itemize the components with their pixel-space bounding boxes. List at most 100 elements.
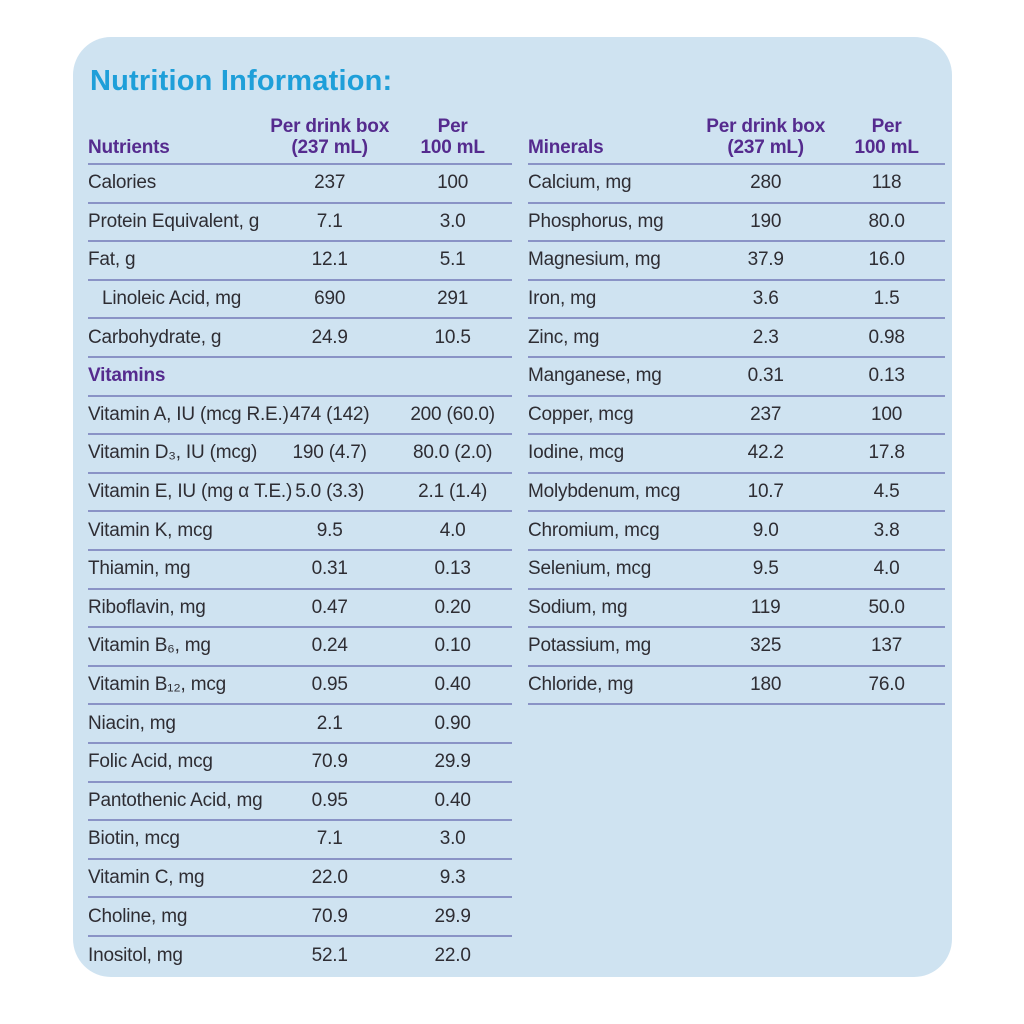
value-per-100ml: 5.1 bbox=[439, 249, 466, 271]
nutrient-label: Linoleic Acid, mg bbox=[102, 288, 242, 310]
value-per-box: 690 bbox=[314, 288, 346, 310]
page-title: Nutrition Information: bbox=[90, 65, 393, 97]
value-per-box: 12.1 bbox=[311, 249, 348, 271]
value-per-box: 7.1 bbox=[316, 828, 343, 850]
nutrient-label: Protein Equivalent, g bbox=[88, 210, 260, 232]
table-row: Manganese, mg 0.31 0.13 bbox=[528, 358, 945, 397]
value-per-100ml: 2.1 (1.4) bbox=[418, 481, 488, 503]
nutrient-label: Vitamin K, mcg bbox=[88, 519, 213, 541]
value-per-box: 22.0 bbox=[311, 866, 348, 888]
table-row: Vitamin E, IU (mg α T.E.) 5.0 (3.3) 2.1 (1… bbox=[88, 474, 512, 513]
nutrient-label: Folic Acid, mcg bbox=[88, 751, 213, 773]
nutrient-label: Biotin, mcg bbox=[88, 828, 180, 850]
table-row: Choline, mg 70.9 29.9 bbox=[88, 898, 512, 937]
section-row: Vitamins bbox=[88, 358, 512, 397]
value-per-100ml: 50.0 bbox=[868, 596, 905, 618]
value-per-100ml: 4.0 bbox=[873, 558, 900, 580]
nutrient-label: Vitamin B₁₂, mcg bbox=[88, 674, 227, 696]
value-per-100ml: 0.13 bbox=[434, 558, 471, 580]
nutrient-label: Vitamin B₆, mg bbox=[88, 635, 211, 657]
nutrients-column-title: Nutrients bbox=[88, 137, 170, 158]
value-per-box: 0.47 bbox=[311, 596, 348, 618]
nutrient-label: Chloride, mg bbox=[528, 674, 634, 696]
value-per-100ml: 29.9 bbox=[434, 905, 471, 927]
table-row: Copper, mcg 237 100 bbox=[528, 397, 945, 436]
value-per-box: 9.0 bbox=[752, 519, 779, 541]
table-row: Iron, mg 3.6 1.5 bbox=[528, 281, 945, 320]
value-per-100ml: 1.5 bbox=[873, 288, 900, 310]
nutrient-label: Vitamin C, mg bbox=[88, 866, 205, 888]
value-per-100ml: 22.0 bbox=[434, 945, 471, 967]
section-title: Vitamins bbox=[88, 365, 166, 387]
value-per-box: 119 bbox=[750, 596, 781, 618]
nutrient-label: Vitamin E, IU (mg α T.E.) bbox=[88, 481, 293, 503]
nutrient-label: Copper, mcg bbox=[528, 403, 634, 425]
table-row: Chromium, mcg 9.0 3.8 bbox=[528, 512, 945, 551]
value-per-box: 5.0 (3.3) bbox=[295, 481, 365, 503]
value-per-box: 9.5 bbox=[752, 558, 779, 580]
value-per-100ml: 0.40 bbox=[434, 789, 471, 811]
minerals-column-title: Minerals bbox=[528, 137, 604, 158]
nutrient-label: Niacin, mg bbox=[88, 712, 176, 734]
value-per-100ml: 80.0 bbox=[868, 210, 905, 232]
table-row: Niacin, mg 2.1 0.90 bbox=[88, 705, 512, 744]
table-row: Folic Acid, mcg 70.9 29.9 bbox=[88, 744, 512, 783]
per-drink-box-column-title: Per drink box (237 mL) bbox=[270, 116, 390, 158]
table-row: Vitamin A, IU (mcg R.E.) 474 (142) 200 (60… bbox=[88, 397, 512, 436]
nutrient-label: Magnesium, mg bbox=[528, 249, 661, 271]
nutrients-table: Nutrients Per drink box (237 mL) Per 100 mL C… bbox=[88, 111, 512, 975]
table-row: Calories 237 100 bbox=[88, 165, 512, 204]
value-per-100ml: 3.0 bbox=[439, 210, 466, 232]
value-per-100ml: 200 (60.0) bbox=[410, 403, 495, 425]
nutrient-label: Manganese, mg bbox=[528, 365, 662, 387]
table-row: Phosphorus, mg 190 80.0 bbox=[528, 204, 945, 243]
minerals-header-row: Minerals Per drink box (237 mL) Per 100 mL bbox=[528, 111, 945, 165]
value-per-box: 7.1 bbox=[316, 210, 343, 232]
nutrient-label: Carbohydrate, g bbox=[88, 326, 222, 348]
nutrient-label: Selenium, mcg bbox=[528, 558, 652, 580]
value-per-100ml: 0.90 bbox=[434, 712, 471, 734]
value-per-box: 3.6 bbox=[752, 288, 779, 310]
value-per-100ml: 3.8 bbox=[873, 519, 900, 541]
value-per-box: 10.7 bbox=[747, 481, 784, 503]
nutrient-label: Fat, g bbox=[88, 249, 136, 271]
nutrition-card: Nutrition Information: Nutrients Per drin… bbox=[73, 37, 952, 977]
value-per-box: 52.1 bbox=[311, 945, 348, 967]
value-per-box: 180 bbox=[750, 674, 782, 696]
nutrient-label: Chromium, mcg bbox=[528, 519, 660, 541]
table-row: Biotin, mcg 7.1 3.0 bbox=[88, 821, 512, 860]
value-per-box: 0.95 bbox=[311, 674, 348, 696]
value-per-box: 474 (142) bbox=[289, 403, 370, 425]
value-per-100ml: 16.0 bbox=[868, 249, 905, 271]
value-per-box: 237 bbox=[314, 172, 346, 194]
value-per-box: 325 bbox=[750, 635, 782, 657]
nutrient-label: Phosphorus, mg bbox=[528, 210, 664, 232]
table-row: Linoleic Acid, mg 690 291 bbox=[88, 281, 512, 320]
table-row: Molybdenum, mcg 10.7 4.5 bbox=[528, 474, 945, 513]
table-row: Thiamin, mg 0.31 0.13 bbox=[88, 551, 512, 590]
value-per-box: 70.9 bbox=[311, 751, 348, 773]
table-row: Selenium, mcg 9.5 4.0 bbox=[528, 551, 945, 590]
nutrient-label: Iron, mg bbox=[528, 288, 597, 310]
table-row: Carbohydrate, g 24.9 10.5 bbox=[88, 319, 512, 358]
nutrient-label: Thiamin, mg bbox=[88, 558, 191, 580]
value-per-100ml: 0.98 bbox=[868, 326, 905, 348]
value-per-100ml: 80.0 (2.0) bbox=[412, 442, 493, 464]
table-row: Magnesium, mg 37.9 16.0 bbox=[528, 242, 945, 281]
table-row: Riboflavin, mg 0.47 0.20 bbox=[88, 590, 512, 629]
value-per-box: 24.9 bbox=[311, 326, 348, 348]
value-per-100ml: 0.40 bbox=[434, 674, 471, 696]
nutrient-label: Sodium, mg bbox=[528, 596, 628, 618]
table-row: Pantothenic Acid, mg 0.95 0.40 bbox=[88, 783, 512, 822]
value-per-box: 0.31 bbox=[747, 365, 784, 387]
value-per-100ml: 0.13 bbox=[868, 365, 905, 387]
nutrient-label: Potassium, mg bbox=[528, 635, 652, 657]
table-row: Chloride, mg 180 76.0 bbox=[528, 667, 945, 706]
nutrient-label: Calories bbox=[88, 172, 157, 194]
nutrient-label: Choline, mg bbox=[88, 905, 188, 927]
value-per-100ml: 137 bbox=[871, 635, 903, 657]
value-per-box: 0.31 bbox=[311, 558, 348, 580]
value-per-100ml: 29.9 bbox=[434, 751, 471, 773]
table-row: Vitamin K, mcg 9.5 4.0 bbox=[88, 512, 512, 551]
value-per-100ml: 10.5 bbox=[434, 326, 471, 348]
